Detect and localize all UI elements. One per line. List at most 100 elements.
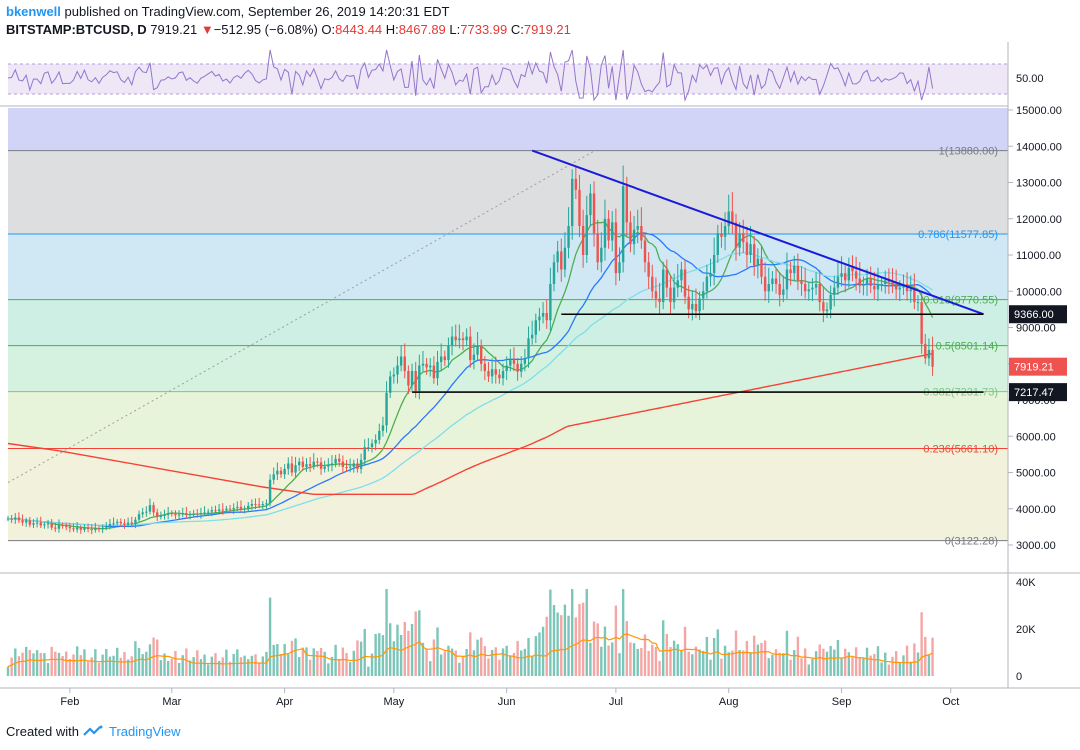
volume-bar [101, 654, 104, 676]
volume-bar [709, 659, 712, 676]
symbol-legend: BITSTAMP:BTCUSD, D 7919.21 ▼−512.95 (−6.… [6, 22, 571, 37]
candle-body [916, 302, 920, 304]
candle-body [716, 233, 719, 255]
y-tick-label: 10000.00 [1016, 286, 1062, 298]
volume-bar [199, 659, 203, 676]
candle-body [472, 354, 476, 361]
author-name[interactable]: bkenwell [6, 4, 61, 19]
candle-body [421, 363, 425, 366]
ma-long-line [7, 252, 933, 526]
candle-body [10, 518, 13, 520]
candle-body [789, 269, 792, 274]
volume-tick-label: 0 [1016, 671, 1022, 683]
candle-body [254, 504, 257, 506]
volume-bar [250, 655, 254, 676]
candle-body [567, 226, 570, 248]
candle-body [844, 273, 847, 281]
candle-body [341, 461, 345, 468]
candle-body [46, 523, 50, 525]
volume-bar [738, 650, 741, 676]
symbol-name[interactable]: BITSTAMP:BTCUSD, D [6, 22, 147, 37]
volume-bar [898, 663, 901, 676]
volume-bar [629, 642, 632, 676]
volume-bar [844, 648, 847, 676]
candle-body [188, 513, 192, 515]
volume-bar [691, 654, 694, 676]
volume-bar [541, 626, 545, 676]
candle-body [43, 524, 46, 526]
volume-bar [640, 648, 643, 676]
volume-bar [356, 640, 359, 676]
volume-bar [305, 647, 308, 676]
volume-bar [119, 657, 123, 676]
fib-band [8, 150, 1008, 235]
volume-bar [585, 589, 588, 676]
candle-body [483, 363, 487, 371]
volume-bar [10, 657, 13, 676]
volume-bar [654, 646, 658, 676]
volume-bar [487, 658, 490, 676]
volume-bar [749, 652, 752, 676]
volume-bar [21, 652, 24, 676]
rsi-tick-label: 50.00 [1016, 73, 1044, 85]
candle-body [217, 509, 221, 511]
volume-bar [345, 653, 348, 676]
candle-body [760, 258, 763, 277]
volume-bar [672, 640, 676, 676]
candle-body [25, 520, 28, 523]
volume-bar [658, 660, 661, 676]
volume-bar [469, 632, 472, 676]
candle-body [753, 244, 756, 266]
candle-body [90, 529, 93, 531]
change-arrow-icon: ▼ [200, 22, 214, 37]
candle-body [396, 365, 399, 375]
candle-body [778, 284, 781, 295]
volume-bar [534, 636, 537, 676]
volume-bar [287, 654, 290, 676]
candle-body [236, 506, 239, 509]
volume-bar [425, 648, 428, 676]
candle-body [774, 278, 778, 284]
candle-body [50, 523, 53, 528]
candle-body [796, 265, 800, 281]
volume-bar [83, 649, 86, 676]
volume-bar [865, 647, 869, 676]
volume-bar [367, 666, 370, 676]
volume-bar [702, 650, 705, 676]
y-tick-label: 12000.00 [1016, 214, 1062, 226]
volume-bar [560, 615, 563, 676]
candle-body [847, 267, 851, 281]
volume-bar [54, 651, 57, 676]
candle-body [126, 522, 130, 525]
close-label: C: [510, 22, 524, 37]
candle-body [432, 365, 436, 379]
candle-body [596, 233, 599, 263]
candle-body [803, 284, 807, 292]
candle-body [399, 356, 403, 366]
volume-bar [90, 657, 93, 676]
candle-body [920, 302, 923, 344]
volume-bar [665, 633, 669, 676]
volume-bar [316, 650, 319, 676]
candle-body [97, 528, 101, 530]
candle-body [545, 313, 548, 321]
candle-body [763, 276, 767, 292]
y-tick-label: 3000.00 [1016, 540, 1056, 552]
volume-bar [731, 650, 734, 676]
volume-bar [159, 660, 163, 676]
candle-body [469, 336, 472, 361]
candle-body [123, 523, 126, 525]
volume-bar [348, 662, 352, 676]
volume-bar [407, 630, 410, 676]
footer-brand[interactable]: TradingView [108, 724, 181, 739]
candle-body [851, 267, 854, 272]
candle-body [185, 513, 188, 515]
candle-body [68, 526, 72, 529]
candle-body [367, 447, 370, 449]
volume-bar [32, 653, 35, 676]
candle-body [196, 513, 199, 515]
candle-body [767, 284, 770, 292]
volume-bar [399, 634, 403, 676]
candle-body [319, 462, 323, 469]
